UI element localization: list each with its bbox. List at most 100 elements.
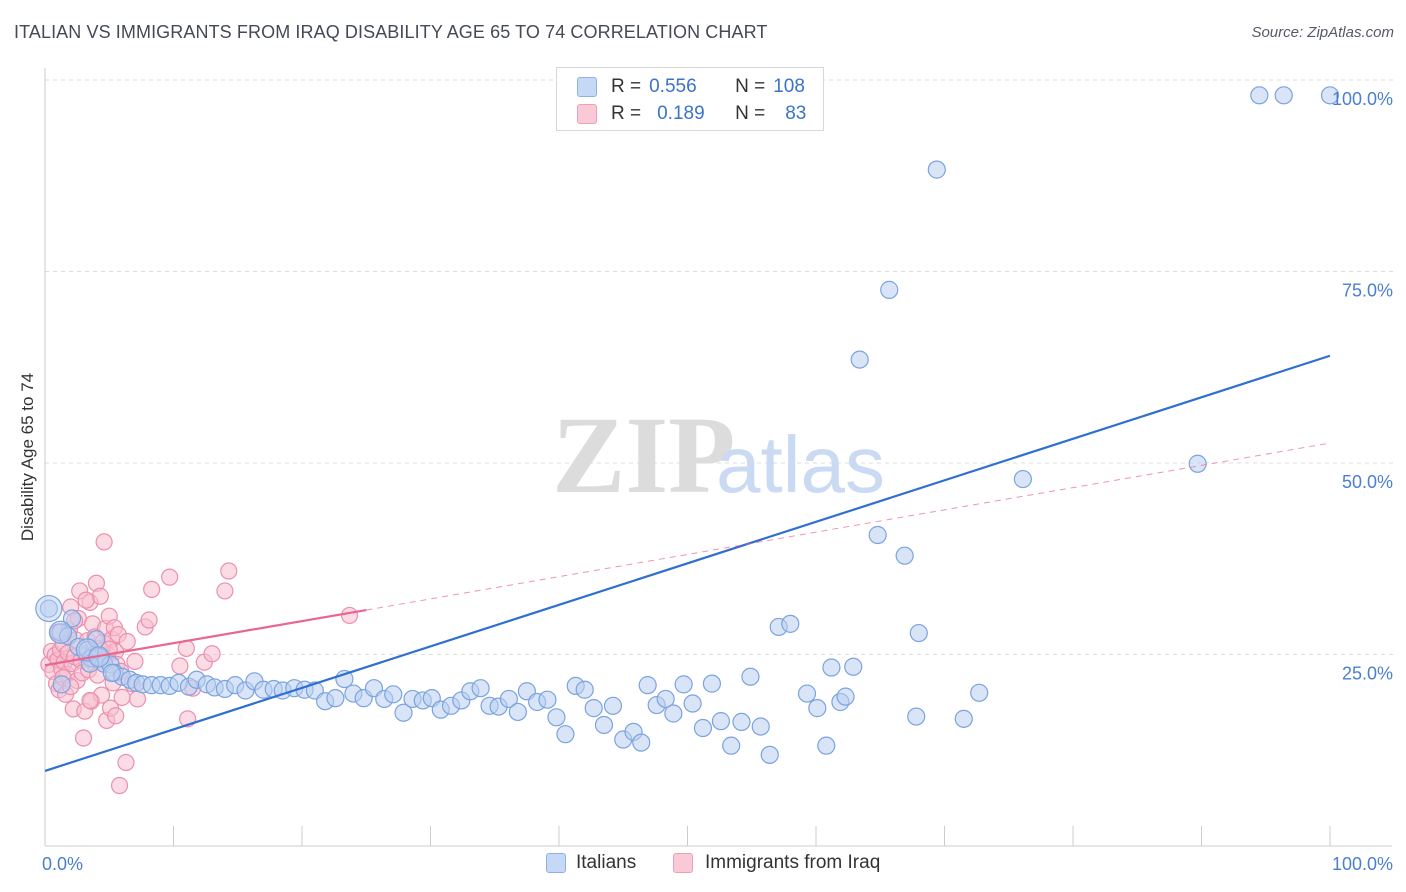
- data-points: [35, 86, 1340, 795]
- italians-point: [1320, 86, 1340, 105]
- italians-point: [584, 699, 603, 718]
- italians-point: [808, 699, 827, 718]
- iraq-trend-extension: [366, 442, 1331, 611]
- italians-point: [664, 704, 683, 723]
- bottom-legend-italians: Italians: [546, 852, 636, 874]
- italians-point: [822, 658, 841, 677]
- y-tick-label: 75.0%: [1342, 281, 1393, 301]
- y-axis-label: Disability Age 65 to 74: [18, 373, 37, 541]
- iraq-point: [143, 580, 161, 598]
- iraq-point: [77, 591, 95, 609]
- iraq-point: [203, 645, 221, 663]
- italians-point: [326, 689, 345, 708]
- watermark-atlas: atlas: [716, 420, 885, 509]
- italians-point: [35, 594, 63, 623]
- italians-point: [880, 280, 899, 299]
- watermark: ZIP atlas: [552, 394, 885, 516]
- italians-point: [683, 694, 702, 713]
- iraq-point: [340, 606, 359, 625]
- italians-point: [970, 683, 989, 702]
- italians-point: [575, 680, 594, 699]
- iraq-point: [113, 688, 131, 706]
- italians-point: [547, 708, 566, 727]
- iraq-point: [220, 562, 238, 580]
- iraq-trend-line: [44, 608, 367, 667]
- italians-point: [394, 703, 413, 722]
- italians-point: [895, 546, 914, 565]
- italians-point: [850, 350, 869, 369]
- iraq-point: [126, 652, 144, 670]
- bottom-legend-italians-label: Italians: [576, 852, 637, 873]
- grid: [45, 79, 1395, 655]
- italians-trend-line: [44, 354, 1331, 772]
- legend-n-label: N =: [735, 76, 766, 97]
- bottom-legend-iraq-label: Immigrants from Iraq: [705, 852, 881, 873]
- legend: R = 0.556 N = 108 R = 0.189 N = 83: [556, 67, 824, 131]
- iraq-point: [140, 611, 158, 629]
- italians-point: [1250, 86, 1269, 105]
- source-label: Source: ZipAtlas.com: [1251, 24, 1394, 41]
- legend-r-label: R =: [611, 76, 642, 97]
- italians-point: [52, 675, 71, 694]
- italians-point: [384, 685, 403, 704]
- italians-point: [702, 674, 722, 693]
- italians-point: [844, 657, 863, 676]
- italians-point: [693, 718, 713, 738]
- italians-point: [603, 696, 623, 715]
- italians-point: [62, 609, 82, 628]
- y-tick-label: 50.0%: [1342, 472, 1393, 492]
- italians-point: [751, 717, 770, 736]
- italians-point: [781, 614, 800, 633]
- italians-point: [656, 689, 675, 709]
- legend-swatch-italians: [577, 77, 597, 97]
- watermark-zip: ZIP: [552, 394, 735, 516]
- italians-point: [722, 736, 741, 755]
- italians-point: [48, 620, 73, 644]
- italians-point: [927, 160, 946, 179]
- italians-point: [907, 707, 926, 726]
- legend-italians-r: 0.556: [649, 76, 697, 97]
- legend-iraq-r: 0.189: [657, 103, 705, 124]
- italians-point: [836, 687, 855, 706]
- italians-point: [1274, 86, 1293, 105]
- italians-point: [508, 702, 527, 722]
- italians-point: [1188, 454, 1207, 473]
- x-tick-label: 100.0%: [1332, 854, 1393, 874]
- bottom-swatch-italians: [546, 853, 566, 873]
- legend-row-italians: R = 0.556 N = 108: [577, 75, 805, 99]
- italians-point: [909, 623, 928, 643]
- legend-swatch-iraq: [577, 104, 597, 124]
- trend-lines: [44, 354, 1331, 772]
- italians-point: [954, 709, 973, 728]
- italians-point: [797, 684, 817, 703]
- iraq-point: [171, 657, 189, 675]
- italians-point: [674, 675, 693, 694]
- italians-point: [711, 712, 731, 731]
- italians-point: [471, 679, 490, 698]
- iraq-point: [110, 776, 129, 795]
- iraq-point: [107, 707, 125, 725]
- bottom-legend-iraq: Immigrants from Iraq: [673, 852, 880, 874]
- italians-point: [102, 663, 121, 682]
- legend-r-label: R =: [611, 103, 642, 124]
- iraq-point: [81, 691, 99, 710]
- italians-point: [868, 525, 887, 545]
- italians-point: [556, 725, 575, 744]
- bottom-swatch-iraq: [673, 853, 693, 873]
- legend-italians-n: 108: [773, 76, 805, 97]
- chart-title: ITALIAN VS IMMIGRANTS FROM IRAQ DISABILI…: [14, 22, 768, 42]
- italians-point: [817, 736, 836, 755]
- axis-labels: 25.0% 50.0% 75.0% 100.0% 0.0% 100.0% Disabilit…: [18, 89, 1393, 874]
- axes: [44, 68, 1392, 847]
- iraq-point: [74, 729, 93, 747]
- iraq-point: [118, 632, 136, 651]
- italians-point: [594, 715, 614, 735]
- iraq-point: [117, 753, 135, 772]
- x-tick-label: 0.0%: [42, 854, 83, 874]
- italians-point: [538, 690, 557, 709]
- y-tick-label: 25.0%: [1342, 664, 1393, 684]
- iraq-point: [95, 533, 113, 551]
- italians-point: [732, 712, 751, 732]
- iraq-point: [161, 568, 179, 586]
